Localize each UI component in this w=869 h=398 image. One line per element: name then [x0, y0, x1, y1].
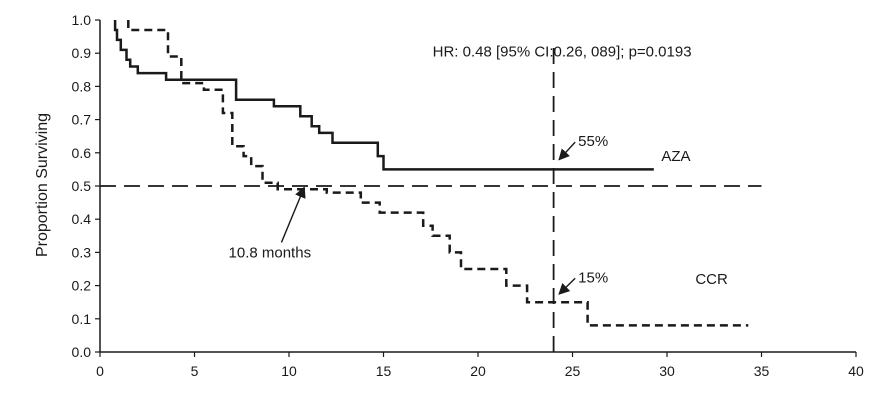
annotation-aza: AZA: [661, 148, 690, 165]
x-tick-label: 20: [470, 363, 486, 379]
x-tick-label: 5: [191, 363, 199, 379]
annotation-arrow: [558, 141, 576, 161]
y-tick-label: 0.6: [72, 145, 92, 161]
x-tick-label: 0: [96, 363, 104, 379]
annotation-arrow: [558, 277, 576, 295]
x-tick-label: 25: [565, 363, 581, 379]
series-lines: [113, 20, 749, 327]
annotations: HR: 0.48 [95% CI:0.26, 089]; p=0.0193 AZA…: [229, 44, 728, 295]
y-tick-label: 0.2: [72, 278, 92, 294]
annotation-10-8-months: 10.8 months: [229, 244, 312, 261]
x-tick-label: 35: [754, 363, 770, 379]
annotation-ccr: CCR: [695, 271, 728, 288]
y-tick-label: 0.4: [72, 211, 92, 227]
x-tick-label: 30: [659, 363, 675, 379]
y-tick-label: 0.1: [72, 311, 92, 327]
annotation-hr-0-48-95-ci-0-26-089-p-0-0193: HR: 0.48 [95% CI:0.26, 089]; p=0.0193: [433, 44, 692, 61]
x-tick-label: 10: [281, 363, 297, 379]
annotation-15: 15%: [578, 269, 608, 286]
y-tick-label: 0.8: [72, 78, 92, 94]
annotation-arrow: [280, 186, 306, 243]
y-tick-label: 0.3: [72, 244, 92, 260]
annotation-55: 55%: [578, 133, 608, 150]
x-tick-label: 15: [376, 363, 392, 379]
reference-lines: [100, 46, 762, 352]
y-tick-label: 0.9: [72, 45, 92, 61]
axes: 0.0 0.1 0.2 0.3 0.4 0.5 0.6 0.7 0.8 0.9 1.0 0 5 10 15 2…: [72, 12, 864, 379]
x-tick-label: 40: [848, 363, 864, 379]
y-tick-label: 0.0: [72, 344, 92, 360]
y-tick-label: 0.5: [72, 178, 92, 194]
series-line-aza: [113, 20, 654, 171]
series-line-ccr: [127, 20, 749, 327]
y-tick-label: 1.0: [72, 12, 92, 28]
y-axis-title: Proportion Surviving: [34, 113, 51, 257]
y-tick-label: 0.7: [72, 112, 92, 128]
